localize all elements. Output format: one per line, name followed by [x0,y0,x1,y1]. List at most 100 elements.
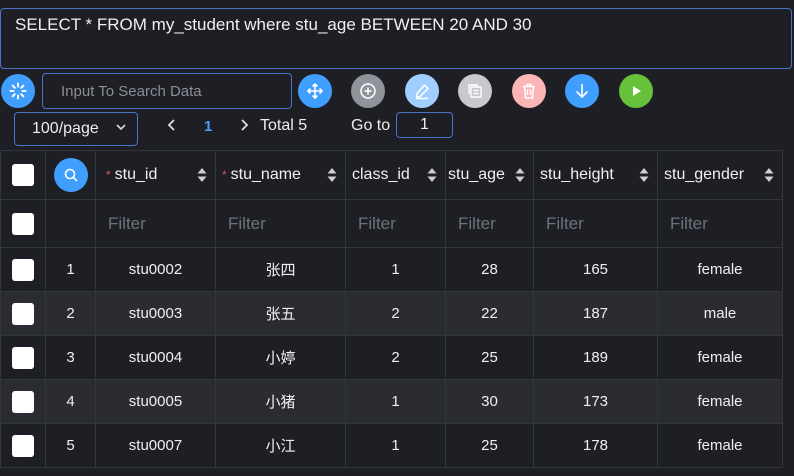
cell-stu-id[interactable]: stu0007 [95,423,216,468]
filter-cell [345,199,446,248]
cell-stu-name[interactable]: 张五 [215,291,346,336]
edit-button[interactable] [405,74,439,108]
cell-stu-name[interactable]: 张四 [215,247,346,292]
table-row[interactable]: 3 stu0004 小婷 2 25 189 female [0,335,783,380]
filter-checkbox-cell [0,199,46,248]
cell-stu-name[interactable]: 小江 [215,423,346,468]
sql-editor[interactable]: SELECT * FROM my_student where stu_age B… [0,8,792,69]
cell-stu-age[interactable]: 30 [445,379,534,424]
goto-page-input[interactable] [396,112,453,138]
sort-icon[interactable] [639,167,649,183]
filter-input-stu-gender[interactable] [658,200,782,247]
filter-row [0,199,783,248]
cell-class-id[interactable]: 1 [345,423,446,468]
column-label: stu_height [540,166,614,183]
plus-circle-icon [360,83,376,99]
filter-cell [215,199,346,248]
next-page-button[interactable] [238,117,250,138]
sort-icon[interactable] [427,167,437,183]
download-button[interactable] [565,74,599,108]
arrow-down-icon [576,83,588,98]
cell-stu-gender[interactable]: male [657,291,783,336]
cell-class-id[interactable]: 2 [345,291,446,336]
row-checkbox[interactable] [12,390,34,413]
cell-stu-name[interactable]: 小猪 [215,379,346,424]
table-row[interactable]: 2 stu0003 张五 2 22 187 male [0,291,783,336]
cell-stu-gender[interactable]: female [657,379,783,424]
sort-icon[interactable] [327,167,337,183]
column-header-stu-age[interactable]: stu_age [445,150,534,200]
add-button[interactable] [351,74,385,108]
sort-icon[interactable] [515,167,525,183]
required-marker: * [106,168,111,182]
cell-stu-gender[interactable]: female [657,335,783,380]
filter-input-stu-name[interactable] [216,200,345,247]
row-checkbox-cell [0,335,46,380]
cell-stu-gender[interactable]: female [657,247,783,292]
search-input[interactable] [42,73,292,109]
row-checkbox-cell [0,379,46,424]
sort-icon[interactable] [764,167,774,183]
row-checkbox-cell [0,423,46,468]
select-all-cell [0,150,46,200]
row-checkbox[interactable] [12,258,34,281]
toolbar [0,73,794,109]
column-header-class-id[interactable]: class_id [345,150,446,200]
cell-stu-height[interactable]: 165 [533,247,658,292]
cell-stu-age[interactable]: 22 [445,291,534,336]
sort-icon[interactable] [197,167,207,183]
cell-class-id[interactable]: 1 [345,247,446,292]
filter-row-checkbox[interactable] [12,212,34,235]
filter-cell [95,199,216,248]
cell-stu-name[interactable]: 小婷 [215,335,346,380]
cell-class-id[interactable]: 1 [345,379,446,424]
delete-button[interactable] [512,74,546,108]
cell-stu-age[interactable]: 25 [445,335,534,380]
copy-button[interactable] [458,74,492,108]
prev-page-button[interactable] [166,117,178,138]
filter-input-stu-height[interactable] [534,200,657,247]
row-checkbox[interactable] [12,434,34,457]
cell-stu-id[interactable]: stu0003 [95,291,216,336]
search-button[interactable] [53,158,88,192]
search-icon [64,168,77,182]
cell-stu-height[interactable]: 173 [533,379,658,424]
filter-cell [657,199,783,248]
move-button[interactable] [298,74,332,108]
cell-stu-height[interactable]: 187 [533,291,658,336]
copy-icon [468,84,482,98]
cell-class-id[interactable]: 2 [345,335,446,380]
cell-stu-id[interactable]: stu0002 [95,247,216,292]
table-row[interactable]: 4 stu0005 小猪 1 30 173 female [0,379,783,424]
column-header-stu-name[interactable]: * stu_name [215,150,346,200]
loading-button[interactable] [1,74,35,108]
row-checkbox[interactable] [12,302,34,325]
column-header-stu-gender[interactable]: stu_gender [657,150,783,200]
cell-stu-height[interactable]: 178 [533,423,658,468]
select-all-checkbox[interactable] [12,164,34,186]
page-size-select[interactable]: 100/page [14,112,138,146]
column-label: stu_age [448,166,505,183]
cell-stu-age[interactable]: 25 [445,423,534,468]
move-icon [307,83,323,99]
chevron-left-icon [167,119,175,131]
chevron-right-icon [241,119,249,131]
column-header-stu-height[interactable]: stu_height [533,150,658,200]
cell-stu-height[interactable]: 189 [533,335,658,380]
current-page[interactable]: 1 [204,118,213,135]
cell-stu-age[interactable]: 28 [445,247,534,292]
cell-stu-gender[interactable]: female [657,423,783,468]
column-header-stu-id[interactable]: * stu_id [95,150,216,200]
table-row[interactable]: 1 stu0002 张四 1 28 165 female [0,247,783,292]
cell-stu-id[interactable]: stu0004 [95,335,216,380]
table-row[interactable]: 5 stu0007 小江 1 25 178 female [0,423,783,468]
filter-input-class-id[interactable] [346,200,445,247]
cell-stu-id[interactable]: stu0005 [95,379,216,424]
filter-input-stu-age[interactable] [446,200,533,247]
filter-input-stu-id[interactable] [96,200,215,247]
run-button[interactable] [619,74,653,108]
filter-cell [445,199,534,248]
filter-cell [533,199,658,248]
row-checkbox-cell [0,291,46,336]
row-checkbox[interactable] [12,346,34,369]
